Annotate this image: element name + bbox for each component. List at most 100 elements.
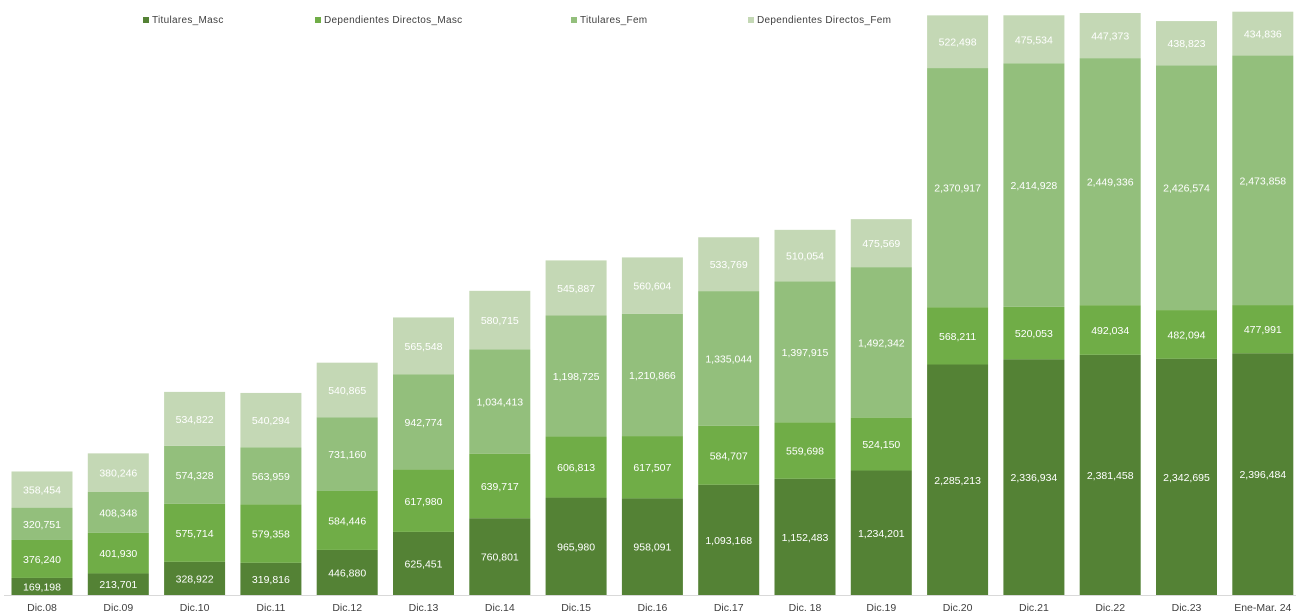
bar-segment-titulares-masc [1156, 358, 1217, 595]
bar-segment-titulares-fem [11, 507, 73, 540]
data-label: 477,991 [1244, 324, 1282, 336]
bar-segment-titulares-fem [621, 313, 683, 437]
legend-item-titulares-masc: Titulares_Masc [143, 12, 224, 28]
data-label: 380,246 [99, 468, 137, 480]
bar-segment-dependientes-directos-masc [1079, 305, 1141, 355]
data-label: 568,211 [939, 331, 976, 343]
data-label: 434,836 [1244, 29, 1282, 41]
data-label: 617,980 [405, 496, 443, 508]
bar-segment-titulares-fem [698, 291, 760, 426]
data-label: 2,342,695 [1163, 472, 1210, 484]
data-label: 579,358 [252, 529, 290, 541]
bar-segment-titulares-masc [1079, 354, 1141, 595]
data-label: 446,880 [328, 567, 366, 579]
bar-segment-titulares-fem [1079, 58, 1141, 306]
bar-segment-dependientes-directos-fem [850, 219, 912, 268]
data-label: 1,034,413 [476, 397, 523, 409]
data-label: 534,822 [176, 414, 214, 426]
data-label: 1,093,168 [705, 535, 752, 547]
bar-segment-titulares-fem [469, 349, 531, 454]
x-tick-label: Dic.08 [27, 602, 57, 614]
data-label: 376,240 [23, 554, 61, 566]
bar-segment-dependientes-directos-masc [698, 425, 760, 485]
bar-segment-dependientes-directos-fem [11, 471, 73, 508]
bar-segment-dependientes-directos-fem [621, 257, 683, 314]
data-label: 358,454 [23, 485, 61, 497]
bar-stack-dic-16: 958,091 617,507 1,210,866 560,604 [621, 257, 683, 595]
bar-segment-dependientes-directos-fem [87, 453, 149, 492]
bar-segment-dependientes-directos-masc [240, 504, 302, 563]
data-label: 447,373 [1091, 31, 1129, 43]
x-tick-label: Dic.12 [332, 602, 362, 614]
bar-segment-dependientes-directos-masc [1156, 310, 1217, 359]
bar-segment-dependientes-directos-masc [393, 469, 454, 532]
bar-stack-dic-09: 213,701 401,930 408,348 380,246 [87, 453, 149, 595]
data-label: 639,717 [481, 481, 519, 493]
x-tick-label: Dic.17 [714, 602, 744, 614]
data-label: 942,774 [405, 417, 443, 429]
bar-segment-dependientes-directos-masc [1003, 306, 1065, 360]
data-label: 563,959 [252, 471, 290, 483]
bar-segment-titulares-fem [927, 68, 989, 308]
data-label: 320,751 [23, 519, 61, 531]
data-label: 580,715 [481, 315, 519, 327]
legend-label: Dependientes Directos_Fem [757, 14, 892, 26]
bar-segment-titulares-masc [927, 364, 989, 595]
bar-segment-titulares-fem [774, 281, 836, 423]
x-tick-label: Dic.22 [1095, 602, 1125, 614]
x-tick-label: Dic.09 [103, 602, 133, 614]
legend-swatch [571, 17, 577, 23]
bar-segment-dependientes-directos-masc [164, 503, 226, 562]
data-label: 1,198,725 [553, 371, 600, 383]
data-label: 475,569 [862, 238, 900, 250]
bar-segment-titulares-masc [164, 561, 226, 595]
legend-label: Titulares_Masc [152, 14, 224, 26]
bar-segment-dependientes-directos-masc [469, 453, 531, 519]
data-label: 2,396,484 [1239, 469, 1286, 481]
data-label: 510,054 [786, 251, 824, 263]
chart-legend: Titulares_Masc Dependientes Directos_Masc… [0, 0, 1299, 30]
data-label: 2,414,928 [1011, 180, 1058, 192]
bar-stack-dic-23: 2,342,695 482,094 2,426,574 438,823 [1156, 21, 1217, 595]
bar-stack-dic-11: 319,816 579,358 563,959 540,294 [240, 392, 302, 595]
bar-segment-titulares-fem [316, 417, 378, 491]
data-label: 574,328 [176, 470, 214, 482]
bar-segment-titulares-masc [774, 478, 836, 595]
bar-segment-dependientes-directos-masc [927, 307, 989, 365]
x-tick-label: Dic. 18 [789, 602, 822, 614]
bar-segment-dependientes-directos-masc [774, 422, 836, 479]
bar-segment-titulares-masc [1232, 353, 1294, 595]
data-label: 1,210,866 [629, 370, 676, 382]
data-label: 625,451 [405, 558, 443, 570]
x-tick-label: Dic.19 [866, 602, 896, 614]
bar-segment-dependientes-directos-fem [240, 392, 302, 448]
bar-segment-dependientes-directos-fem [545, 260, 607, 316]
data-label: 522,498 [939, 37, 977, 49]
bar-segment-dependientes-directos-masc [850, 417, 912, 471]
bar-segment-titulares-fem [1232, 55, 1294, 306]
bar-segment-dependientes-directos-masc [87, 532, 149, 574]
legend-swatch [748, 17, 754, 23]
legend-item-dependientes-directos-masc: Dependientes Directos_Masc [315, 12, 462, 28]
bar-segment-titulares-masc [87, 573, 149, 595]
data-label: 1,234,201 [858, 528, 905, 540]
bar-stack-dic-15: 965,980 606,813 1,198,725 545,887 [545, 260, 607, 595]
data-label: 565,548 [405, 341, 443, 353]
bar-stack-dic-17: 1,093,168 584,707 1,335,044 533,769 [698, 237, 760, 595]
bar-segment-dependientes-directos-fem [1156, 21, 1217, 66]
bar-segment-titulares-masc [545, 497, 607, 595]
data-label: 482,094 [1168, 329, 1206, 341]
data-label: 2,473,858 [1239, 175, 1286, 187]
x-tick-label: Dic.11 [256, 602, 285, 614]
data-label: 2,381,458 [1087, 470, 1134, 482]
x-tick-label: Dic.21 [1019, 602, 1049, 614]
bar-stack-dic-12: 446,880 584,446 731,160 540,865 [316, 362, 378, 595]
data-label: 169,198 [23, 581, 61, 593]
data-label: 438,823 [1168, 38, 1206, 50]
legend-swatch [143, 17, 149, 23]
x-tick-label: Dic.13 [409, 602, 439, 614]
data-label: 584,446 [328, 515, 366, 527]
data-label: 2,336,934 [1011, 472, 1058, 484]
data-label: 606,813 [557, 462, 595, 474]
